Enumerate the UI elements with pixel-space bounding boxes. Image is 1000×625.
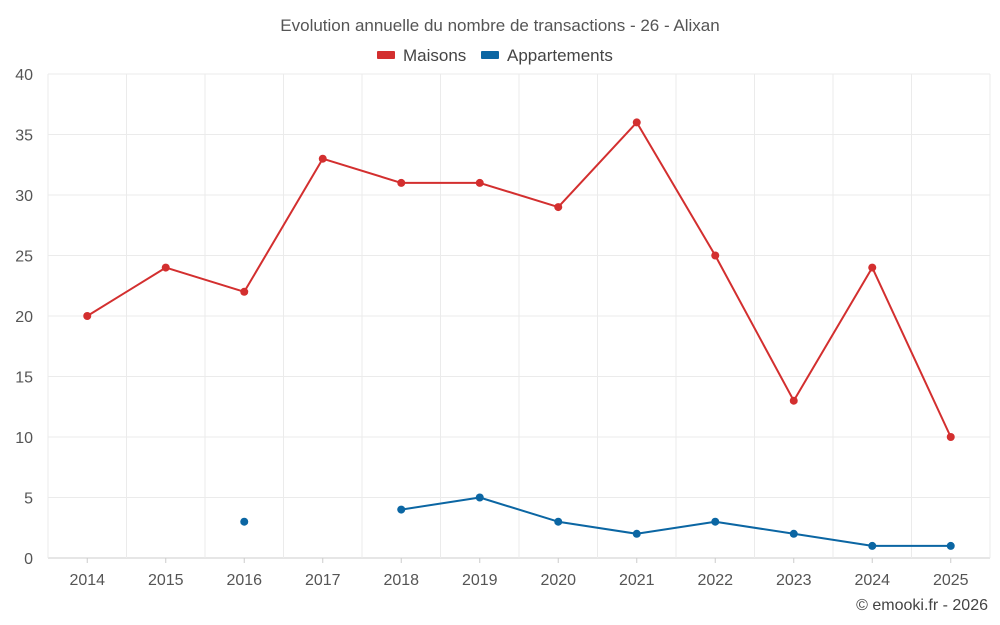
data-point-appartements-2021[interactable] [632, 529, 641, 538]
x-tick-label: 2017 [305, 572, 341, 589]
data-point-appartements-2018[interactable] [397, 505, 406, 514]
data-point-maisons-2020[interactable] [554, 203, 563, 212]
data-point-maisons-2022[interactable] [711, 251, 720, 260]
legend-label-appartements[interactable]: Appartements [507, 46, 613, 65]
x-tick-label: 2014 [69, 572, 105, 589]
data-point-maisons-2021[interactable] [632, 118, 641, 127]
x-tick-label: 2018 [383, 572, 419, 589]
x-axis: 2014 2015 2016 2017 2018 2019 2020 2021 2022 2023… [69, 558, 969, 589]
series-layer [83, 118, 955, 550]
y-tick-label: 15 [15, 370, 33, 387]
credit-text: © emooki.fr - 2026 [856, 597, 988, 614]
data-point-appartements-2025[interactable] [946, 541, 955, 550]
data-point-appartements-2023[interactable] [789, 529, 798, 538]
x-tick-label: 2015 [148, 572, 184, 589]
x-tick-label: 2024 [854, 572, 890, 589]
data-point-maisons-2018[interactable] [397, 178, 406, 187]
series-maisons [83, 118, 955, 441]
y-tick-label: 35 [15, 128, 33, 145]
gridlines [47, 73, 991, 559]
data-point-appartements-2022[interactable] [711, 517, 720, 526]
data-point-maisons-2023[interactable] [789, 396, 798, 405]
data-point-appartements-2020[interactable] [554, 517, 563, 526]
data-point-appartements-2016[interactable] [240, 517, 249, 526]
y-tick-label: 10 [15, 430, 33, 447]
data-point-maisons-2019[interactable] [475, 178, 484, 187]
data-point-maisons-2024[interactable] [868, 263, 877, 272]
x-tick-label: 2019 [462, 572, 498, 589]
data-point-maisons-2015[interactable] [161, 263, 170, 272]
y-tick-label: 30 [15, 188, 33, 205]
y-tick-label: 20 [15, 309, 33, 326]
legend-swatch-maisons [377, 51, 395, 59]
x-tick-label: 2020 [540, 572, 576, 589]
legend: Maisons Appartements [377, 46, 613, 65]
data-point-maisons-2014[interactable] [83, 312, 92, 320]
chart-title: Evolution annuelle du nombre de transact… [280, 16, 719, 35]
data-point-maisons-2025[interactable] [946, 433, 955, 441]
x-tick-label: 2021 [619, 572, 655, 589]
series-appartements [240, 493, 955, 550]
y-tick-label: 40 [15, 67, 33, 84]
x-tick-label: 2016 [226, 572, 262, 589]
series-line-appartements [401, 496, 951, 547]
x-tick-label: 2023 [776, 572, 812, 589]
data-point-appartements-2024[interactable] [868, 541, 877, 550]
legend-swatch-appartements [481, 51, 499, 59]
legend-label-maisons[interactable]: Maisons [403, 46, 466, 65]
y-tick-label: 5 [24, 491, 33, 508]
series-line-maisons [86, 121, 952, 438]
data-point-maisons-2017[interactable] [318, 154, 327, 163]
x-tick-label: 2025 [933, 572, 969, 589]
y-tick-label: 0 [24, 551, 33, 568]
data-point-appartements-2019[interactable] [475, 493, 484, 502]
y-tick-label: 25 [15, 249, 33, 266]
data-point-maisons-2016[interactable] [240, 287, 249, 296]
y-axis: 0 5 10 15 20 25 30 35 40 [15, 67, 33, 568]
x-tick-label: 2022 [697, 572, 733, 589]
